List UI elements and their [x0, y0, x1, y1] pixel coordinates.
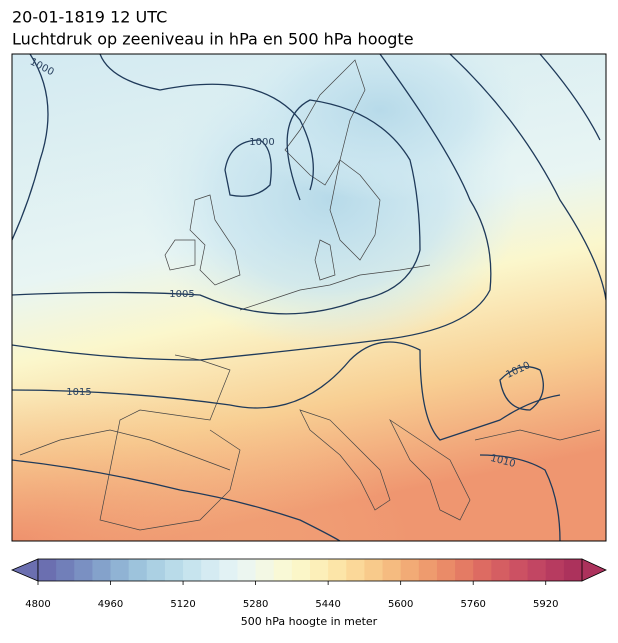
- colorbar-band: [219, 559, 238, 581]
- contour-label: 1000: [249, 137, 274, 148]
- map: 1000 1000 1005 1015 1010 1010: [12, 54, 606, 541]
- colorbar-band: [473, 559, 492, 581]
- colorbar-band: [56, 559, 75, 581]
- colorbar-frame: [37, 558, 583, 582]
- colorbar-band: [146, 559, 166, 581]
- colorbar-band: [164, 559, 184, 581]
- title: 20-01-1819 12 UTC: [12, 8, 167, 27]
- colorbar-band: [255, 559, 275, 581]
- colorbar-band: [201, 559, 220, 581]
- colorbar-extend-high: [581, 558, 607, 582]
- colorbar-band: [418, 559, 438, 581]
- map-frame: [11, 53, 607, 542]
- colorbar-band: [237, 559, 257, 581]
- subtitle: Luchtdruk op zeeniveau in hPa en 500 hPa…: [12, 30, 414, 49]
- colorbar-band: [400, 559, 420, 581]
- colorbar-band: [74, 559, 93, 581]
- contour-label: 1015: [66, 387, 91, 398]
- isobars: [12, 54, 606, 541]
- colorbar-band: [563, 559, 583, 581]
- contour-label: 1005: [169, 289, 194, 300]
- colorbar-tick-label: 5280: [243, 599, 268, 610]
- colorbar-band: [273, 559, 293, 581]
- colorbar-tick-label: 5440: [315, 599, 340, 610]
- colorbar-band: [382, 559, 402, 581]
- colorbar-label: 500 hPa hoogte in meter: [241, 615, 378, 628]
- colorbar-tick-label: 5600: [388, 599, 413, 610]
- colorbar-tick-label: 5120: [170, 599, 195, 610]
- colorbar-tick-label: 4960: [98, 599, 123, 610]
- colorbar-band: [491, 559, 510, 581]
- colorbar-band: [545, 559, 565, 581]
- colorbar-band: [183, 559, 202, 581]
- colorbar-band: [310, 559, 329, 581]
- colorbar-band: [92, 559, 112, 581]
- colorbar-tick-label: 5920: [533, 599, 558, 610]
- colorbar-band: [328, 559, 347, 581]
- colorbar-tick-label: 5760: [460, 599, 485, 610]
- colorbar-band: [346, 559, 365, 581]
- colorbar-tick-label: 4800: [25, 599, 50, 610]
- colorbar-band: [38, 559, 57, 581]
- colorbar-extend-low: [10, 558, 39, 582]
- colorbar-band: [436, 559, 456, 581]
- colorbar-band: [128, 559, 148, 581]
- colorbar-band: [455, 559, 474, 581]
- colorbar: 4800 4960 5120 5280 5440 5600 5760 5920: [10, 558, 607, 610]
- colorbar-band: [509, 559, 529, 581]
- colorbar-band: [364, 559, 384, 581]
- colorbar-band: [527, 559, 547, 581]
- colorbar-band: [110, 559, 130, 581]
- colorbar-band: [291, 559, 311, 581]
